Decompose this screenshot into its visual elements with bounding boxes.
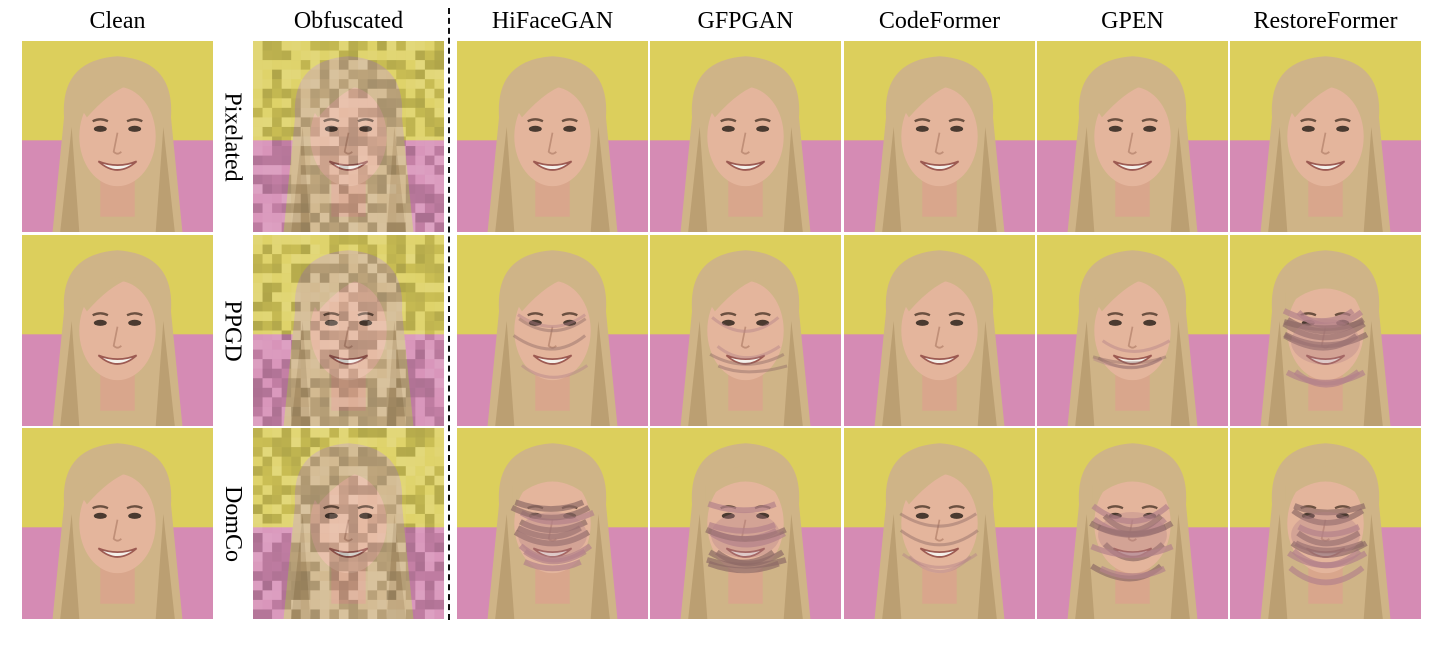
row-label-domco: DomCo: [220, 485, 247, 562]
face-image-domco-gpen: [1037, 428, 1228, 619]
column-header-codeformer: CodeFormer: [878, 8, 1001, 34]
face-image-ppgd-restoreformer: [1230, 235, 1421, 426]
column-header-obfuscated: Obfuscated: [293, 8, 404, 34]
column-header-clean: Clean: [89, 8, 146, 34]
face-image-ppgd-clean: [22, 235, 213, 426]
face-image-pixelated-gfpgan: [650, 41, 841, 232]
row-label-pixelated: Pixelated: [220, 91, 246, 182]
face-image-pixelated-gpen: [1037, 41, 1228, 232]
face-image-ppgd-gpen: [1037, 235, 1228, 426]
column-header-gfpgan: GFPGAN: [697, 8, 794, 34]
face-image-domco-codeformer: [844, 428, 1035, 619]
column-header-gpen: GPEN: [1101, 8, 1164, 34]
row-label-ppgd: PPGD: [220, 299, 247, 362]
face-image-ppgd-hifacegan: [457, 235, 648, 426]
column-header-hifacegan: HiFaceGAN: [491, 8, 614, 34]
face-image-ppgd-obfuscated: [253, 235, 444, 426]
column-header-restoreformer: RestoreFormer: [1253, 8, 1398, 34]
dashed-divider: [448, 8, 450, 620]
face-image-domco-gfpgan: [650, 428, 841, 619]
face-image-pixelated-clean: [22, 41, 213, 232]
face-image-domco-hifacegan: [457, 428, 648, 619]
face-image-pixelated-obfuscated: [253, 41, 444, 232]
face-image-pixelated-codeformer: [844, 41, 1035, 232]
face-image-domco-obfuscated: [253, 428, 444, 619]
face-image-pixelated-restoreformer: [1230, 41, 1421, 232]
face-image-pixelated-hifacegan: [457, 41, 648, 232]
face-image-domco-clean: [22, 428, 213, 619]
face-image-domco-restoreformer: [1230, 428, 1421, 619]
face-image-ppgd-codeformer: [844, 235, 1035, 426]
face-image-ppgd-gfpgan: [650, 235, 841, 426]
